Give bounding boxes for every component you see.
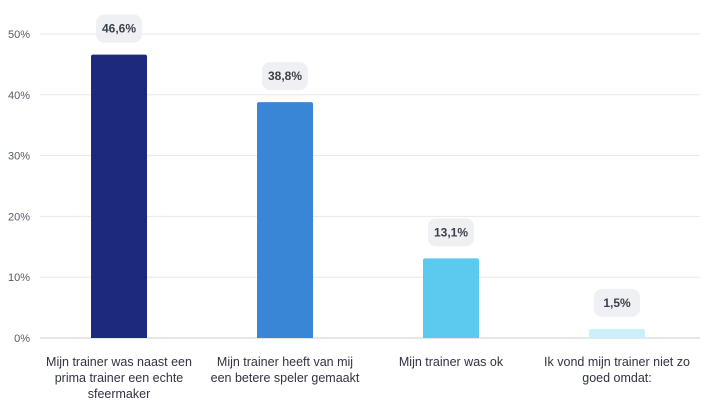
- bar: [91, 54, 147, 339]
- y-tick-label: 10%: [8, 272, 30, 284]
- category-label: Mijn trainer was ok: [399, 355, 504, 369]
- y-tick-label: 30%: [8, 151, 30, 163]
- y-tick-label: 50%: [8, 29, 30, 41]
- y-axis-ticks: 0% 10% 20% 30% 40% 50%: [8, 29, 30, 345]
- value-label-background: [96, 14, 142, 43]
- y-tick-label: 40%: [8, 90, 30, 102]
- category-label: Mijn trainer was naast een prima trainer …: [46, 355, 192, 401]
- value-label-background: [594, 288, 640, 317]
- value-label: 13,1%: [434, 225, 468, 239]
- bar: [423, 258, 479, 338]
- value-label: 38,8%: [268, 69, 302, 83]
- bar: [257, 102, 313, 338]
- value-label-background: [262, 62, 308, 91]
- bars: [91, 54, 645, 339]
- category-label: Ik vond mijn trainer niet zo goed omdat:: [544, 355, 690, 385]
- bar: [589, 328, 645, 338]
- value-label: 1,5%: [603, 296, 631, 310]
- category-label: Mijn trainer heeft van mij een betere spe…: [211, 355, 360, 385]
- value-label-background: [428, 218, 474, 247]
- value-label: 46,6%: [102, 22, 136, 36]
- x-axis-categories: Mijn trainer was naast een prima trainer …: [46, 355, 690, 401]
- value-labels: 46,6% 38,8% 13,1% 1,5%: [96, 14, 640, 317]
- y-tick-label: 0%: [14, 333, 30, 345]
- y-tick-label: 20%: [8, 211, 30, 223]
